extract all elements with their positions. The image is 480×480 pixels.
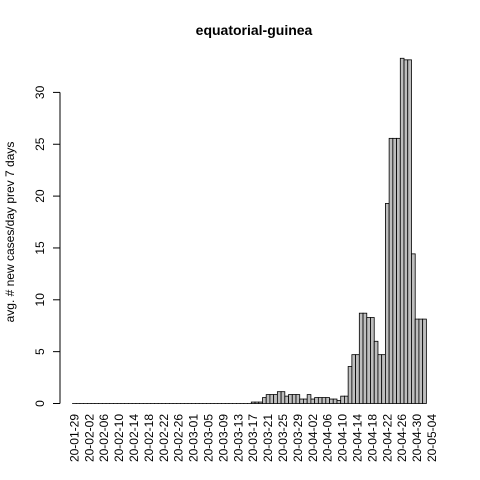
- bar: [265, 394, 271, 404]
- bar: [310, 398, 316, 404]
- x-tick-label: 20-04-06: [321, 414, 335, 462]
- x-tick-label: 20-05-04: [425, 414, 439, 462]
- bar: [299, 398, 304, 404]
- bar: [344, 395, 349, 404]
- bar: [403, 59, 409, 404]
- x-tick-label: 20-03-09: [216, 414, 230, 462]
- bar: [370, 317, 375, 404]
- bar: [418, 318, 424, 404]
- bar: [399, 57, 405, 404]
- x-tick-label: 20-04-30: [410, 414, 424, 462]
- bar: [273, 394, 278, 404]
- x-tick-label: 20-01-29: [67, 414, 81, 462]
- bar: [414, 318, 420, 404]
- bar: [392, 137, 397, 404]
- bar: [269, 394, 275, 404]
- x-tick-label: 20-04-10: [336, 414, 350, 462]
- x-tick-label: 20-03-29: [291, 414, 305, 462]
- bar: [358, 312, 364, 404]
- bar: [373, 340, 379, 404]
- bar: [351, 354, 357, 404]
- bar: [355, 354, 360, 404]
- bar: [340, 395, 345, 404]
- x-tick-label: 20-02-10: [112, 414, 126, 462]
- bar: [325, 397, 330, 404]
- bar: [329, 398, 334, 404]
- bar: [276, 391, 282, 404]
- x-tick-label: 20-02-02: [82, 414, 96, 462]
- bar: [288, 394, 293, 404]
- bar: [291, 394, 297, 404]
- bar: [422, 318, 427, 404]
- bar: [366, 317, 371, 404]
- x-tick-label: 20-03-25: [276, 414, 290, 462]
- x-tick-label: 20-02-22: [157, 414, 171, 462]
- bar: [303, 398, 308, 404]
- bar: [317, 397, 323, 404]
- bar: [347, 366, 353, 404]
- x-tick-label: 20-03-01: [187, 414, 201, 462]
- bar: [321, 397, 327, 404]
- bar: [314, 397, 319, 404]
- x-tick-label: 20-04-18: [365, 414, 379, 462]
- bar: [388, 137, 394, 404]
- bar: [250, 401, 256, 404]
- bar: [284, 395, 289, 404]
- y-tick-label: 30: [33, 85, 47, 99]
- x-tick-label: 20-02-18: [142, 414, 156, 462]
- x-tick-label: 20-04-22: [380, 414, 394, 462]
- x-tick-label: 20-03-17: [246, 414, 260, 462]
- y-axis-label: avg. # new cases/day prev 7 days: [3, 142, 17, 323]
- y-tick-label: 15: [33, 241, 47, 255]
- bar: [407, 59, 412, 404]
- y-tick-label: 25: [33, 137, 47, 151]
- bar: [254, 401, 260, 404]
- bar: [262, 397, 267, 404]
- x-tick-label: 20-02-14: [127, 414, 141, 462]
- x-tick-label: 20-02-26: [172, 414, 186, 462]
- y-tick-label: 20: [33, 189, 47, 203]
- bar: [377, 354, 383, 404]
- chart-title: equatorial-guinea: [196, 22, 313, 38]
- x-tick-label: 20-04-26: [395, 414, 409, 462]
- x-tick-label: 20-03-13: [231, 414, 245, 462]
- x-tick-label: 20-04-14: [350, 414, 364, 462]
- bar: [411, 253, 416, 404]
- y-tick-label: 0: [33, 400, 47, 407]
- x-tick-label: 20-04-02: [306, 414, 320, 462]
- x-tick-label: 20-03-21: [261, 414, 275, 462]
- bar: [280, 391, 286, 404]
- x-tick-label: 20-02-06: [97, 414, 111, 462]
- x-tick-label: 20-03-05: [201, 414, 215, 462]
- bar: [336, 400, 342, 404]
- x-axis: 20-01-29 20-02-02 20-02-06 20-02-10 20-02-14…: [67, 414, 439, 462]
- bar: [396, 137, 401, 404]
- y-tick-label: 5: [33, 348, 47, 355]
- bar: [306, 394, 312, 404]
- bar: [381, 354, 386, 404]
- bar: [384, 203, 390, 404]
- bar: [362, 312, 368, 404]
- y-axis: 0 5 10 15 20 25 30: [33, 85, 61, 407]
- bar: [258, 401, 263, 404]
- bars: [72, 57, 427, 404]
- bar: [295, 394, 301, 404]
- bar: [332, 398, 338, 404]
- y-tick-label: 10: [33, 293, 47, 307]
